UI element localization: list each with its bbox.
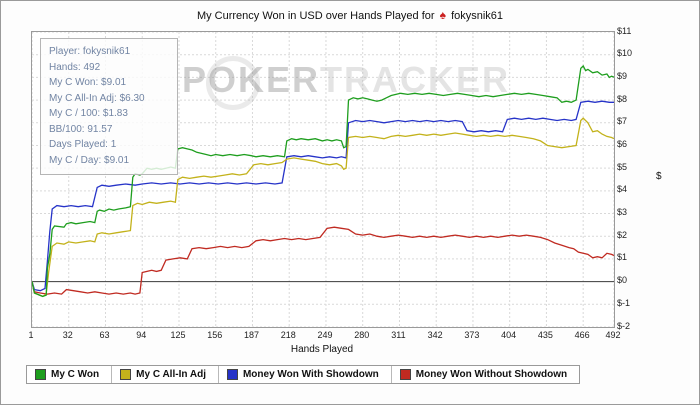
x-tick-label: 32 xyxy=(62,330,73,340)
legend-label: Money Won With Showdown xyxy=(242,369,379,380)
info-line: Days Played: 1 xyxy=(49,139,117,150)
y-tick-label: $4 xyxy=(617,184,628,195)
y-tick-label: $2 xyxy=(617,229,628,240)
x-tick-label: 466 xyxy=(574,330,590,340)
x-tick-label: 94 xyxy=(136,330,147,340)
y-tick-label: $3 xyxy=(617,207,628,218)
x-tick-label: 342 xyxy=(427,330,443,340)
series-money-won-with-showdown xyxy=(32,100,614,292)
pokertracker-logo-icon: ♠ xyxy=(439,8,446,22)
legend-label: Money Won Without Showdown xyxy=(415,369,568,380)
series-my-c-won xyxy=(32,64,614,298)
y-tick-label: $-2 xyxy=(617,320,631,331)
chart-title: My Currency Won in USD over Hands Played… xyxy=(1,8,699,22)
x-tick-label: 280 xyxy=(354,330,370,340)
info-line: My C / Day: $9.01 xyxy=(49,154,130,166)
x-tick-label: 373 xyxy=(464,330,480,340)
plot-area: POKERTRACKER Player: fokysnik61 Hands: 49… xyxy=(31,31,615,328)
legend-label: My C Won xyxy=(51,369,100,380)
chart-title-player: fokysnik61 xyxy=(451,10,504,22)
legend-item: Money Won Without Showdown xyxy=(392,366,579,383)
legend-item: Money Won With Showdown xyxy=(219,366,392,383)
watermark-circle-icon xyxy=(206,56,260,110)
legend-label: My C All-In Adj xyxy=(136,369,206,380)
x-tick-label: 63 xyxy=(99,330,110,340)
pokertracker-watermark: POKERTRACKER xyxy=(182,56,511,110)
x-tick-label: 218 xyxy=(280,330,296,340)
x-tick-label: 1 xyxy=(28,330,34,340)
info-line: Player: fokysnik61 xyxy=(49,46,131,57)
y-tick-label: $1 xyxy=(617,252,628,263)
info-line: My C All-In Adj: $6.30 xyxy=(49,92,145,104)
series-money-won-without-showdown xyxy=(32,226,614,295)
x-tick-label: 311 xyxy=(391,330,406,340)
y-tick-label: $8 xyxy=(617,93,628,104)
x-axis-title: Hands Played xyxy=(290,344,354,355)
x-tick-label: 187 xyxy=(243,330,259,340)
y-tick-label: $11 xyxy=(617,25,632,36)
legend-swatch xyxy=(399,369,411,380)
x-tick-label: 435 xyxy=(537,330,553,340)
y-tick-label: $7 xyxy=(617,116,628,127)
x-tick-label: 125 xyxy=(170,330,186,340)
x-tick-label: 156 xyxy=(207,330,223,340)
y-tick-label: $10 xyxy=(617,48,633,59)
series-my-c-all-in-adj xyxy=(32,117,614,298)
y-tick-label: $5 xyxy=(617,161,628,172)
legend-item: My C Won xyxy=(27,366,113,383)
y-tick-label: $9 xyxy=(617,70,628,81)
legend-swatch xyxy=(120,369,132,380)
legend-swatch xyxy=(35,369,46,380)
legend: My C Won My C All-In Adj Money Won With Sh… xyxy=(26,365,581,384)
y-tick-label: $0 xyxy=(617,275,628,286)
info-line: Hands: 492 xyxy=(49,61,101,73)
stats-info-box: Player: fokysnik61 Hands: 492 My C Won: $9… xyxy=(40,38,178,175)
y-tick-label: $-1 xyxy=(617,297,631,308)
chart-title-text: My Currency Won in USD over Hands Played… xyxy=(196,10,435,22)
y-axis-title: $ xyxy=(656,171,662,182)
x-tick-label: 492 xyxy=(605,330,621,340)
watermark-tracker: TRACKER xyxy=(320,59,511,100)
x-tick-label: 249 xyxy=(317,330,333,340)
legend-swatch xyxy=(226,369,238,380)
info-line: BB/100: 91.57 xyxy=(49,123,113,135)
legend-item: My C All-In Adj xyxy=(112,366,219,383)
info-line: My C Won: $9.01 xyxy=(49,77,127,88)
y-tick-label: $6 xyxy=(617,138,628,149)
x-tick-label: 404 xyxy=(501,330,517,340)
info-line: My C / 100: $1.83 xyxy=(49,108,128,119)
